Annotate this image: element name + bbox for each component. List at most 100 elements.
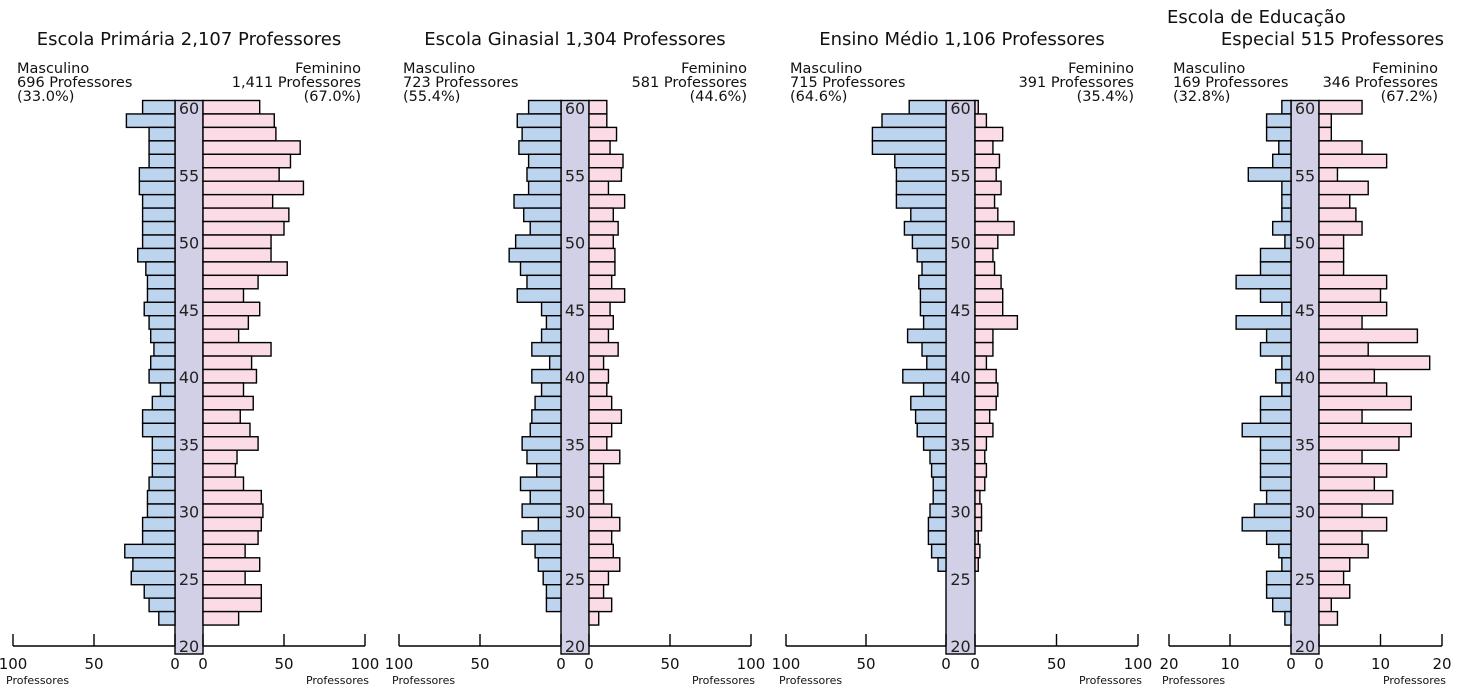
male-bar [141, 234, 176, 250]
male-bar [1259, 449, 1292, 465]
panel-title: Escola Primária 2,107 Professores [37, 29, 342, 50]
female-bar [974, 530, 979, 546]
x-unit-left: Professores [1162, 674, 1225, 687]
female-bar [202, 126, 277, 142]
male-bar [911, 234, 947, 250]
male-bar [527, 180, 562, 196]
female-bar [202, 436, 259, 451]
female-bar [588, 355, 605, 371]
age-label: 40 [179, 368, 199, 387]
male-bar [523, 207, 562, 223]
female-bar [588, 341, 619, 357]
female-bar [1318, 288, 1382, 303]
female-bar [1318, 610, 1339, 626]
female-bar [202, 355, 253, 371]
female-bar [202, 610, 240, 626]
female-bar [1318, 530, 1363, 546]
male-label: Masculino [790, 61, 862, 77]
female-bar [202, 234, 272, 250]
age-label: 30 [565, 503, 585, 522]
female-bar [1318, 436, 1400, 451]
female-bar [202, 503, 264, 519]
male-bar [881, 113, 947, 129]
male-bar [932, 489, 947, 505]
male-bar [926, 355, 947, 371]
female-label: Feminino [295, 61, 361, 77]
female-bar [588, 315, 614, 330]
male-bar [1259, 395, 1292, 411]
female-bar [974, 341, 994, 357]
x-tick-label: 50 [470, 655, 489, 673]
female-bar [974, 368, 997, 384]
male-bar [141, 207, 176, 223]
age-label: 30 [950, 503, 970, 522]
male-bar [153, 341, 176, 357]
male-bar [151, 449, 176, 465]
male-bar [141, 422, 176, 438]
female-bar [202, 543, 246, 559]
male-bar [146, 503, 176, 519]
female-pct: (44.6%) [690, 89, 747, 105]
male-bar [1281, 557, 1292, 572]
pyramid-panel-3: Ensino Médio 1,106 Professores Masculino7… [772, 29, 1153, 687]
male-bar [927, 516, 947, 532]
x-tick-label: 100 [385, 655, 414, 673]
female-bar [588, 597, 613, 613]
female-bar [588, 193, 626, 209]
age-label: 60 [950, 99, 970, 118]
female-count: 391 Professores [1019, 75, 1134, 91]
age-label: 45 [565, 301, 585, 320]
male-bar [141, 99, 176, 115]
female-bar [588, 449, 621, 465]
female-bar [974, 395, 997, 411]
male-bar [545, 584, 562, 599]
female-bar [202, 193, 274, 209]
male-bar [1265, 530, 1292, 546]
female-bar [1318, 301, 1388, 317]
x-unit-right: Professores [1079, 674, 1142, 687]
age-label: 40 [950, 368, 970, 387]
female-bar [1318, 167, 1339, 182]
female-bar [588, 436, 608, 451]
age-label: 25 [565, 570, 585, 589]
female-bar [1318, 462, 1388, 478]
male-bar [930, 543, 947, 559]
age-label: 40 [565, 368, 585, 387]
female-bar [1318, 341, 1369, 357]
female-bar [974, 382, 999, 398]
x-tick-label: 20 [1159, 655, 1178, 673]
male-bar [1265, 570, 1292, 586]
female-bar [1318, 315, 1363, 330]
male-bar [540, 382, 562, 398]
male-bar [141, 530, 176, 546]
male-bar [1271, 153, 1292, 169]
female-bar [1318, 180, 1369, 196]
male-bar [526, 449, 562, 465]
female-bar [202, 301, 261, 317]
female-bar [202, 530, 259, 546]
female-count: 581 Professores [632, 75, 747, 91]
female-bar [1318, 220, 1363, 236]
male-bar [137, 247, 176, 263]
x-tick-label: 50 [84, 655, 103, 673]
male-bar [1265, 113, 1292, 129]
male-bar [519, 261, 562, 277]
female-bar [588, 462, 605, 478]
age-label: 45 [950, 301, 970, 320]
female-bar [588, 126, 618, 142]
female-label: Feminino [1068, 61, 1134, 77]
female-bar [202, 462, 237, 478]
female-bar [202, 315, 250, 330]
male-bar [1284, 610, 1292, 626]
male-bar [531, 341, 562, 357]
female-bar [1318, 355, 1431, 371]
male-bar [919, 288, 947, 303]
female-bar [974, 557, 979, 572]
male-bar [151, 395, 176, 411]
male-bar [1281, 99, 1292, 115]
age-label: 50 [950, 234, 970, 253]
age-label: 35 [179, 435, 199, 454]
age-label: 20 [1295, 637, 1315, 656]
male-bar [1259, 436, 1292, 451]
female-bar [202, 516, 263, 532]
